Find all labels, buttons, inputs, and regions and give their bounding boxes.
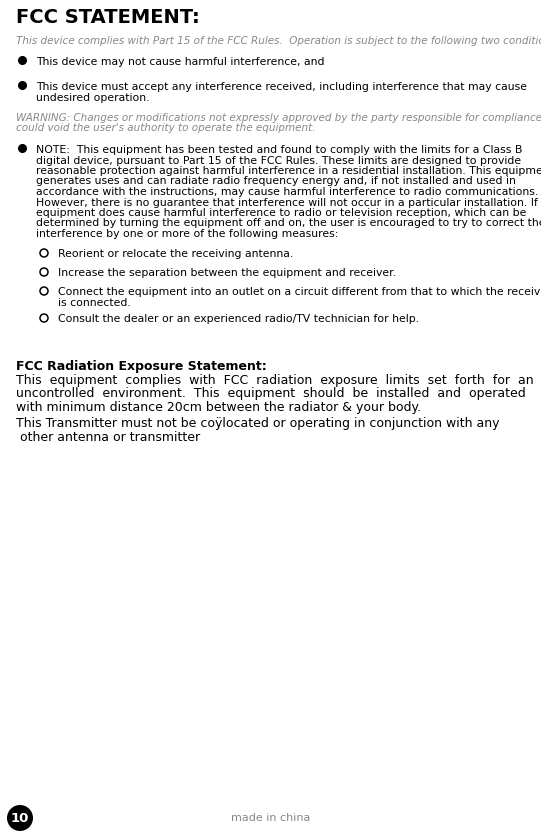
Text: reasonable protection against harmful interference in a residential installation: reasonable protection against harmful in…	[36, 166, 541, 176]
Text: This device complies with Part 15 of the FCC Rules.  Operation is subject to the: This device complies with Part 15 of the…	[16, 36, 541, 46]
Text: Increase the separation between the equipment and receiver.: Increase the separation between the equi…	[58, 268, 396, 278]
Text: made in china: made in china	[232, 813, 311, 823]
Text: This Transmitter must not be coÿlocated or operating in conjunction with any: This Transmitter must not be coÿlocated …	[16, 417, 499, 430]
Text: Reorient or relocate the receiving antenna.: Reorient or relocate the receiving anten…	[58, 249, 293, 259]
Text: other antenna or transmitter: other antenna or transmitter	[16, 431, 200, 444]
Circle shape	[40, 249, 48, 257]
Text: could void the user's authority to operate the equipment.: could void the user's authority to opera…	[16, 123, 315, 133]
Circle shape	[40, 287, 48, 295]
Text: accordance with the instructions, may cause harmful interference to radio commun: accordance with the instructions, may ca…	[36, 187, 538, 197]
Text: Consult the dealer or an experienced radio/TV technician for help.: Consult the dealer or an experienced rad…	[58, 314, 419, 324]
Text: interference by one or more of the following measures:: interference by one or more of the follo…	[36, 229, 338, 239]
Text: NOTE:  This equipment has been tested and found to comply with the limits for a : NOTE: This equipment has been tested and…	[36, 145, 523, 155]
Circle shape	[40, 314, 48, 322]
Text: Connect the equipment into an outlet on a circuit different from that to which t: Connect the equipment into an outlet on …	[58, 287, 541, 297]
Text: FCC STATEMENT:: FCC STATEMENT:	[16, 8, 200, 27]
Text: This  equipment  complies  with  FCC  radiation  exposure  limits  set  forth  f: This equipment complies with FCC radiati…	[16, 374, 533, 387]
Text: WARNING: Changes or modifications not expressly approved by the party responsibl: WARNING: Changes or modifications not ex…	[16, 113, 541, 123]
Circle shape	[40, 268, 48, 276]
Text: uncontrolled  environment.  This  equipment  should  be  installed  and  operate: uncontrolled environment. This equipment…	[16, 388, 526, 400]
Text: determined by turning the equipment off and on, the user is encouraged to try to: determined by turning the equipment off …	[36, 219, 541, 229]
Text: is connected.: is connected.	[58, 298, 131, 308]
Text: digital device, pursuant to Part 15 of the FCC Rules. These limits are designed : digital device, pursuant to Part 15 of t…	[36, 156, 521, 166]
Text: FCC Radiation Exposure Statement:: FCC Radiation Exposure Statement:	[16, 360, 267, 373]
Text: undesired operation.: undesired operation.	[36, 93, 149, 103]
Text: 10: 10	[11, 811, 29, 825]
Text: However, there is no guarantee that interference will not occur in a particular : However, there is no guarantee that inte…	[36, 197, 541, 207]
Text: This device may not cause harmful interference, and: This device may not cause harmful interf…	[36, 57, 325, 67]
Circle shape	[7, 805, 33, 831]
Text: This device must accept any interference received, including interference that m: This device must accept any interference…	[36, 82, 527, 92]
Text: generates uses and can radiate radio frequency energy and, if not installed and : generates uses and can radiate radio fre…	[36, 176, 516, 186]
Text: equipment does cause harmful interference to radio or television reception, whic: equipment does cause harmful interferenc…	[36, 208, 526, 218]
Text: with minimum distance 20cm between the radiator & your body.: with minimum distance 20cm between the r…	[16, 401, 421, 414]
